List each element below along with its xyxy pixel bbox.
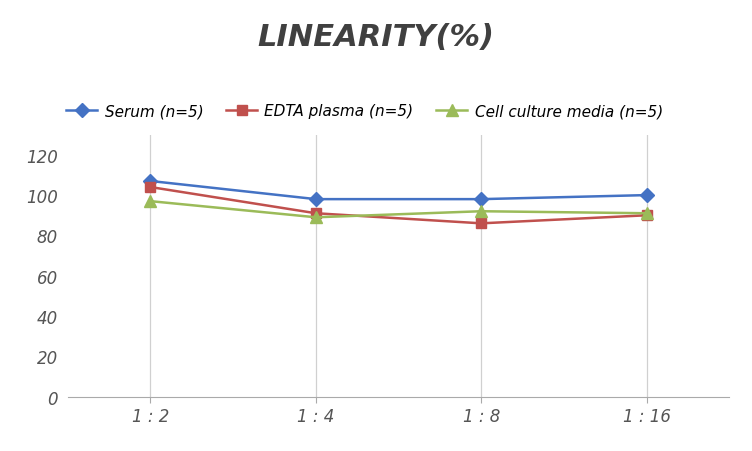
- EDTA plasma (n=5): [146, 185, 155, 190]
- Serum (n=5): [642, 193, 651, 198]
- Line: EDTA plasma (n=5): EDTA plasma (n=5): [146, 183, 651, 229]
- Serum (n=5): [146, 179, 155, 184]
- EDTA plasma (n=5): [311, 211, 320, 216]
- Serum (n=5): [477, 197, 486, 202]
- Cell culture media (n=5): [146, 199, 155, 204]
- Text: LINEARITY(%): LINEARITY(%): [257, 23, 495, 51]
- EDTA plasma (n=5): [642, 213, 651, 218]
- Cell culture media (n=5): [642, 211, 651, 216]
- Cell culture media (n=5): [477, 209, 486, 215]
- Line: Cell culture media (n=5): Cell culture media (n=5): [145, 196, 652, 223]
- Cell culture media (n=5): [311, 215, 320, 221]
- EDTA plasma (n=5): [477, 221, 486, 226]
- Legend: Serum (n=5), EDTA plasma (n=5), Cell culture media (n=5): Serum (n=5), EDTA plasma (n=5), Cell cul…: [60, 98, 669, 125]
- Line: Serum (n=5): Serum (n=5): [146, 177, 651, 205]
- Serum (n=5): [311, 197, 320, 202]
